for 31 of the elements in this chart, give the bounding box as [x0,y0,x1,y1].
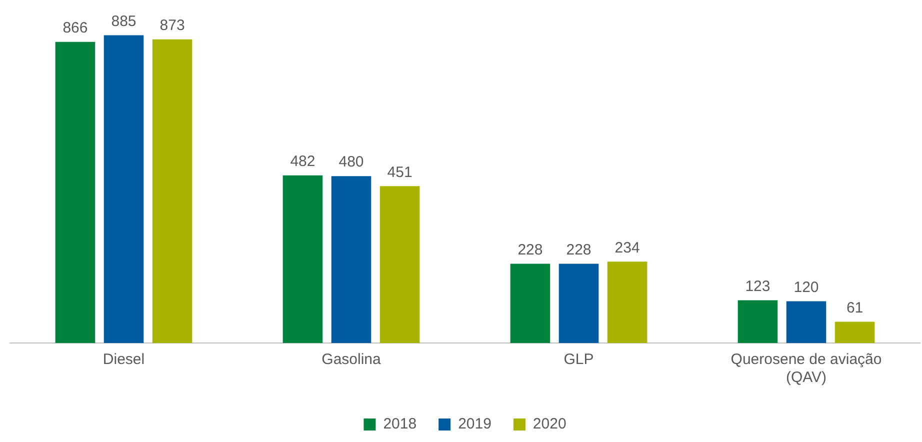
bar [786,301,826,343]
data-label: 228 [566,241,592,258]
legend-label: 2018 [383,416,417,433]
data-label: 451 [387,164,412,181]
x-tick-label: Diesel [102,351,145,368]
legend-label: 2020 [532,416,566,433]
bar [104,35,144,343]
bar [331,176,372,343]
data-label: 482 [290,153,316,170]
bar [738,300,778,343]
x-tick-label: GLP [564,351,594,368]
bar [510,264,550,343]
data-label: 885 [111,12,136,30]
bar [152,39,192,343]
data-label: 480 [338,154,364,171]
bar [607,262,648,343]
data-label: 234 [614,239,640,256]
legend-label: 2019 [458,416,492,433]
data-label: 228 [518,241,543,258]
data-label: 866 [62,19,88,36]
x-tick-label: Querosene de aviação (QAV) [730,351,882,386]
bar [282,175,323,343]
x-tick-label: Gasolina [322,351,382,368]
bar [380,186,420,343]
bar [55,42,96,343]
data-label: 120 [794,278,819,296]
data-label: 61 [846,299,864,316]
data-label: 873 [160,17,185,34]
data-label: 123 [745,278,770,295]
bar [834,322,875,343]
bar [558,264,599,343]
